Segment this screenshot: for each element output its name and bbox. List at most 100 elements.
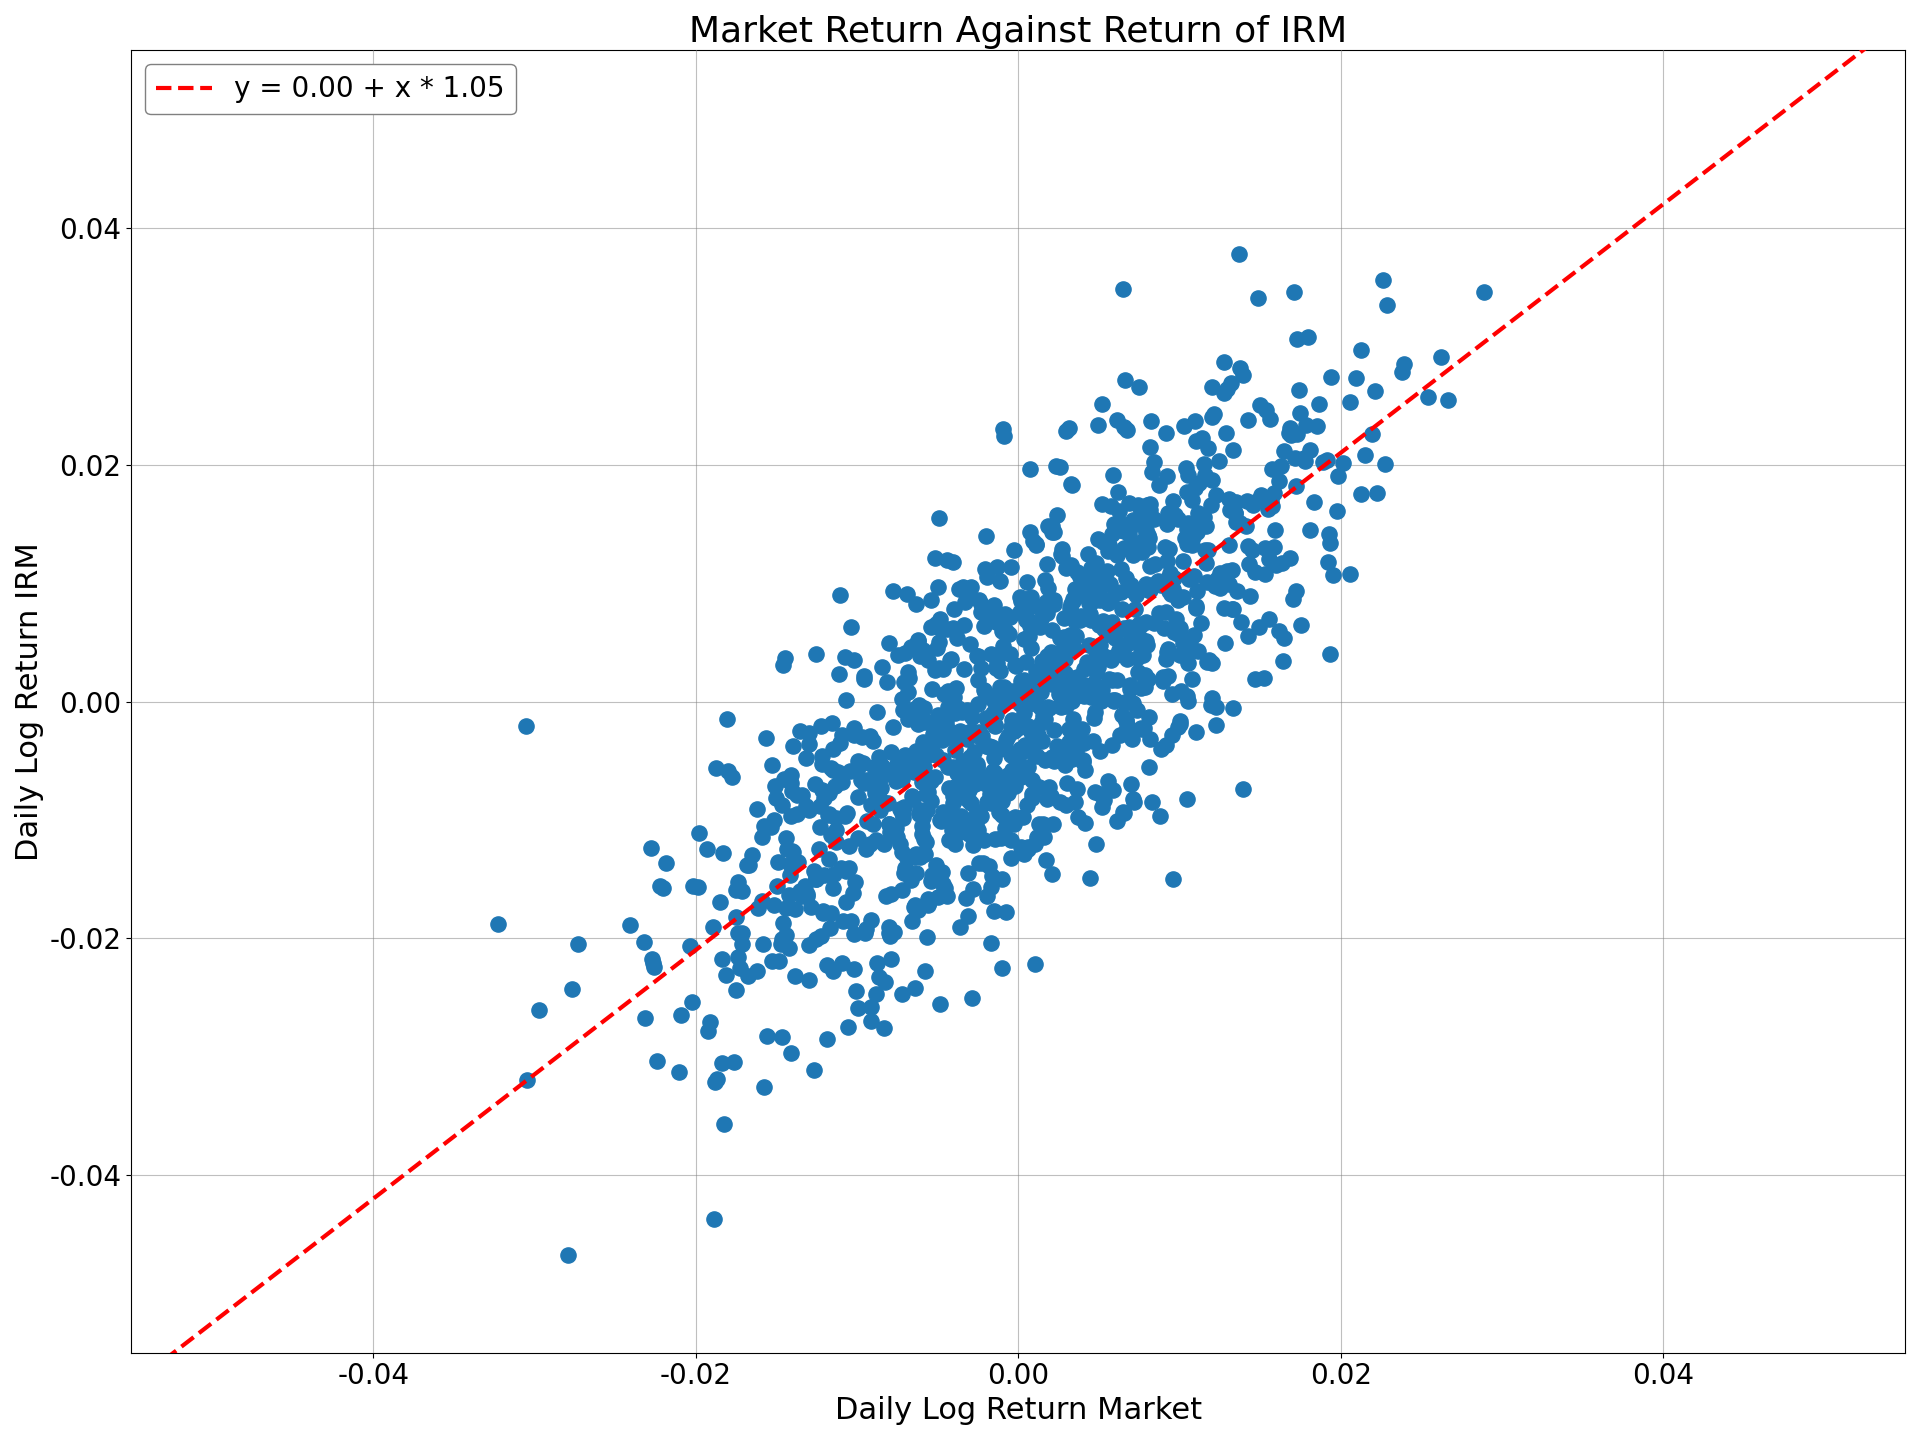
Point <box>987 804 1018 827</box>
Point <box>1275 416 1306 439</box>
Point <box>993 622 1023 645</box>
Point <box>975 932 1006 955</box>
Point <box>1179 624 1210 647</box>
Point <box>1373 294 1404 317</box>
Point <box>828 952 858 975</box>
Point <box>1098 688 1129 711</box>
Point <box>1167 632 1198 655</box>
Point <box>1165 713 1196 736</box>
Point <box>1110 520 1140 543</box>
Point <box>1027 729 1058 752</box>
Point <box>1092 539 1123 562</box>
Point <box>1075 654 1106 677</box>
Point <box>1311 448 1342 471</box>
Point <box>1281 579 1311 602</box>
Point <box>977 736 1008 759</box>
Point <box>1313 523 1344 546</box>
Point <box>1275 423 1306 446</box>
Point <box>1114 678 1144 701</box>
Point <box>887 878 918 901</box>
Point <box>1087 564 1117 588</box>
Point <box>806 714 837 737</box>
Point <box>991 684 1021 707</box>
Point <box>630 1007 660 1030</box>
Point <box>1215 598 1246 621</box>
Point <box>1037 744 1068 768</box>
Point <box>979 899 1010 922</box>
Point <box>1014 685 1044 708</box>
Point <box>637 948 668 971</box>
Point <box>808 786 839 809</box>
Point <box>887 806 918 829</box>
Point <box>874 791 904 814</box>
Point <box>1233 490 1263 513</box>
Point <box>1196 694 1227 717</box>
Point <box>916 870 947 893</box>
Point <box>1004 716 1035 739</box>
Point <box>720 906 751 929</box>
Point <box>701 1068 732 1092</box>
Point <box>1025 711 1056 734</box>
Point <box>764 950 795 973</box>
Point <box>981 651 1012 674</box>
Point <box>1014 596 1044 619</box>
Point <box>1117 543 1148 566</box>
Point <box>1133 579 1164 602</box>
Point <box>1025 616 1056 639</box>
Point <box>924 575 954 598</box>
Point <box>872 670 902 693</box>
Point <box>1027 704 1058 727</box>
Point <box>893 707 924 730</box>
Point <box>1037 639 1068 662</box>
Point <box>1012 793 1043 816</box>
Point <box>1025 667 1056 690</box>
Point <box>1060 577 1091 600</box>
Point <box>1068 657 1098 680</box>
Point <box>781 802 812 825</box>
Point <box>1014 680 1044 703</box>
Point <box>814 917 845 940</box>
Point <box>826 724 856 747</box>
Point <box>866 655 897 678</box>
Point <box>1016 520 1046 543</box>
Point <box>1217 697 1248 720</box>
Point <box>975 687 1006 710</box>
Point <box>1160 608 1190 631</box>
Point <box>945 819 975 842</box>
Point <box>899 760 929 783</box>
Point <box>776 805 806 828</box>
Point <box>1021 533 1052 556</box>
Point <box>1106 580 1137 603</box>
Point <box>1044 664 1075 687</box>
Point <box>833 835 864 858</box>
Point <box>1100 622 1131 645</box>
Point <box>987 958 1018 981</box>
Point <box>724 870 755 893</box>
Point <box>1062 665 1092 688</box>
Point <box>927 729 958 752</box>
Point <box>1213 533 1244 556</box>
Point <box>1221 511 1252 534</box>
Point <box>927 658 958 681</box>
Point <box>1139 507 1169 530</box>
Point <box>983 768 1014 791</box>
Point <box>889 749 920 772</box>
Point <box>991 678 1021 701</box>
Point <box>728 880 758 903</box>
Point <box>1085 678 1116 701</box>
Point <box>956 719 987 742</box>
Point <box>856 793 887 816</box>
Point <box>1146 573 1177 596</box>
Point <box>1173 464 1204 487</box>
Point <box>1133 634 1164 657</box>
Point <box>1210 632 1240 655</box>
Point <box>1152 513 1183 536</box>
Point <box>1131 668 1162 691</box>
Point <box>1242 287 1273 310</box>
Point <box>1089 612 1119 635</box>
Point <box>1029 707 1060 730</box>
Point <box>939 598 970 621</box>
Point <box>1121 583 1152 606</box>
Point <box>1046 685 1077 708</box>
Point <box>1200 713 1231 736</box>
